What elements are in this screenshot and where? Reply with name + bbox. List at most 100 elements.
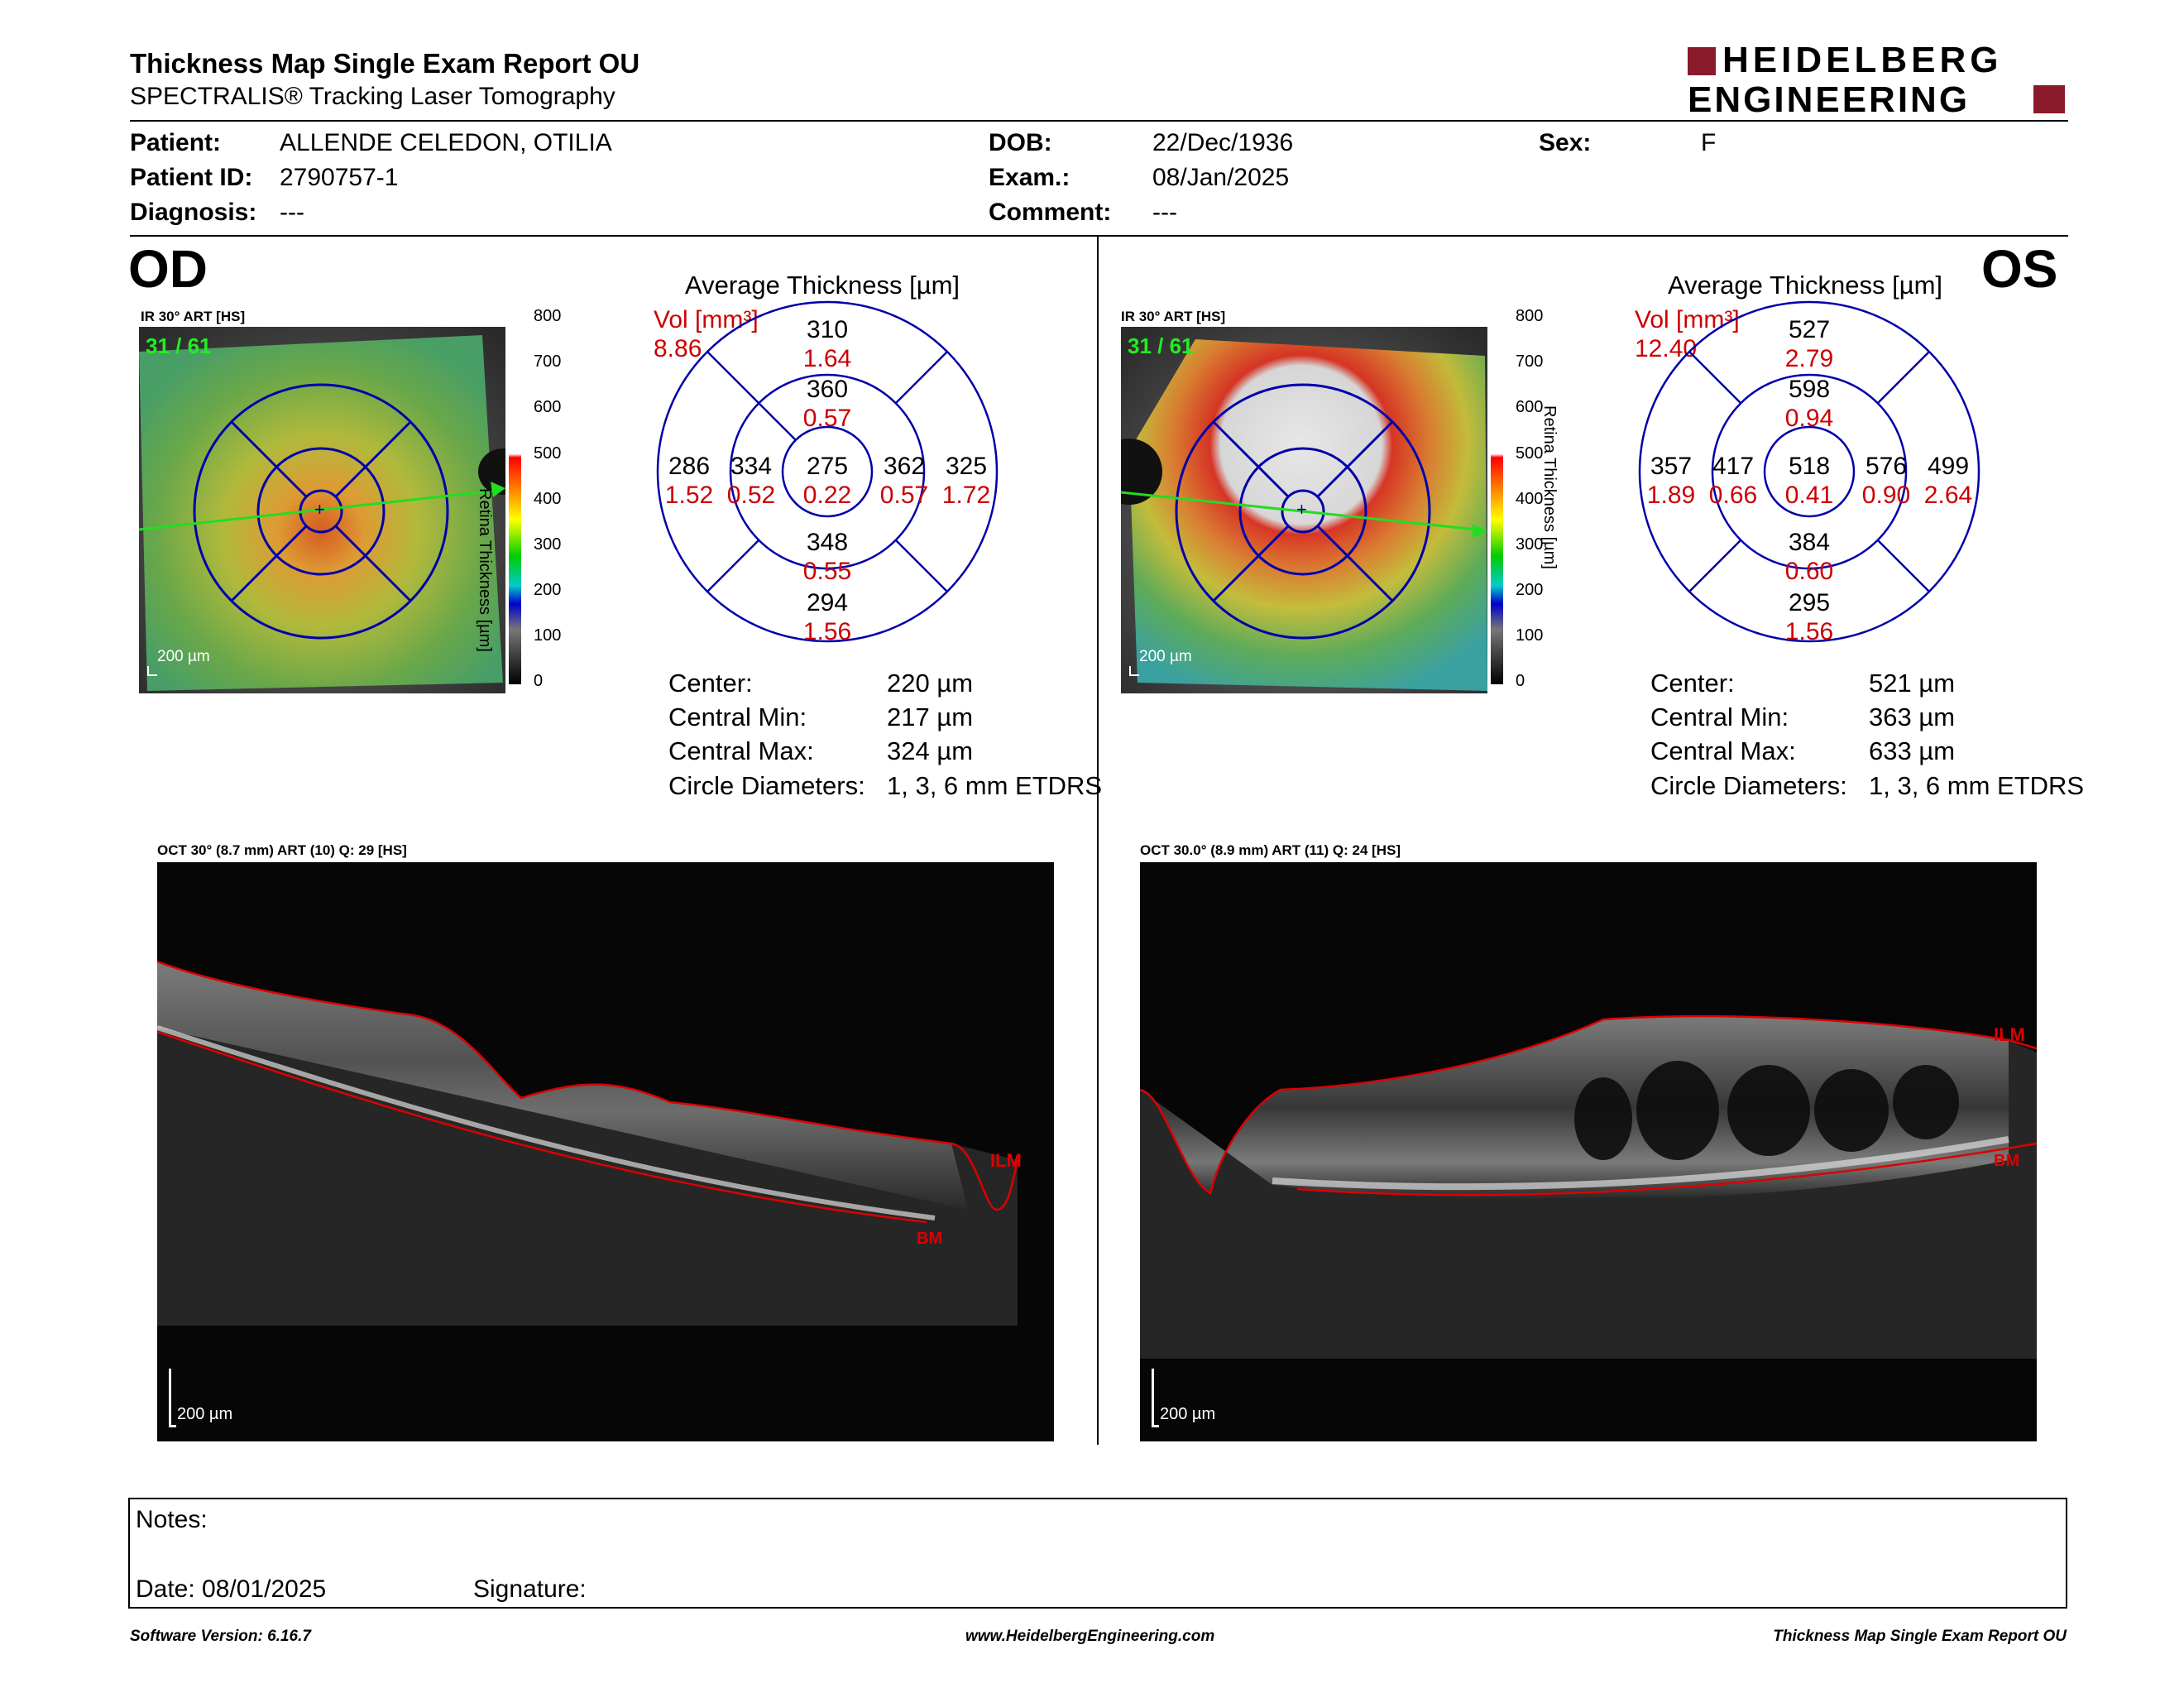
logo-line-1: HEIDELBERG bbox=[1722, 40, 2003, 80]
diagnosis-label: Diagnosis: bbox=[130, 199, 257, 226]
od-oct-scale-bar bbox=[169, 1369, 176, 1427]
od-outer-sup-vol: 1.64 bbox=[803, 345, 851, 372]
od-circle-label: Circle Diameters: bbox=[668, 771, 865, 800]
os-vol-value: 12.40 bbox=[1635, 335, 1698, 362]
os-tick-800: 800 bbox=[1516, 307, 1544, 325]
os-inner-right-thickness: 576 bbox=[1866, 453, 1907, 480]
od-inner-sup-thickness: 360 bbox=[807, 376, 848, 403]
od-inner-inf-thickness: 348 bbox=[807, 529, 848, 556]
svg-text:+: + bbox=[314, 499, 325, 520]
os-center-label: Center: bbox=[1650, 669, 1735, 698]
report-subtitle: SPECTRALIS® Tracking Laser Tomography bbox=[130, 83, 615, 110]
comment-label: Comment: bbox=[989, 199, 1112, 226]
od-outer-sup-thickness: 310 bbox=[807, 316, 848, 343]
date-label: Date: 08/01/2025 bbox=[136, 1575, 327, 1603]
od-tick-800: 800 bbox=[534, 307, 562, 325]
od-fundus-scale-bar bbox=[147, 666, 157, 676]
footer-report-name: Thickness Map Single Exam Report OU bbox=[1773, 1628, 2067, 1645]
os-inner-sup-vol: 0.94 bbox=[1785, 405, 1833, 432]
os-vol-label: Vol [mm³] bbox=[1635, 306, 1740, 333]
od-fundus-svg: + bbox=[139, 327, 505, 693]
os-min-label: Central Min: bbox=[1650, 703, 1789, 731]
diagnosis-value: --- bbox=[280, 199, 304, 226]
od-outer-left-vol: 1.52 bbox=[665, 482, 713, 509]
footer-software-version: Software Version: 6.16.7 bbox=[130, 1628, 311, 1645]
os-inner-left-thickness: 417 bbox=[1712, 453, 1754, 480]
od-oct-scan: ILM BM 200 µm bbox=[157, 862, 1054, 1441]
od-inner-right-vol: 0.57 bbox=[880, 482, 928, 509]
report-title: Thickness Map Single Exam Report OU bbox=[130, 48, 640, 79]
od-max-value: 324 µm bbox=[887, 736, 974, 765]
os-ir-label: IR 30° ART [HS] bbox=[1121, 309, 1226, 324]
od-tick-200: 200 bbox=[534, 581, 562, 599]
os-fundus-svg: + bbox=[1121, 327, 1487, 693]
comment-value: --- bbox=[1152, 199, 1177, 226]
od-inner-inf-vol: 0.55 bbox=[803, 558, 851, 585]
os-inner-inf-thickness: 384 bbox=[1789, 529, 1830, 556]
od-outer-left-thickness: 286 bbox=[668, 453, 710, 480]
os-tick-0: 0 bbox=[1516, 672, 1525, 690]
os-outer-inf-vol: 1.56 bbox=[1785, 618, 1833, 645]
os-outer-inf-thickness: 295 bbox=[1789, 589, 1830, 616]
od-tick-500: 500 bbox=[534, 444, 562, 463]
os-tick-200: 200 bbox=[1516, 581, 1544, 599]
os-max-value: 633 µm bbox=[1869, 736, 1956, 765]
os-eye-label: OS bbox=[1981, 239, 2058, 299]
sex-value: F bbox=[1701, 129, 1717, 156]
exam-value: 08/Jan/2025 bbox=[1152, 164, 1290, 191]
os-outer-left-thickness: 357 bbox=[1650, 453, 1692, 480]
od-tick-600: 600 bbox=[534, 398, 562, 416]
dob-label: DOB: bbox=[989, 129, 1052, 156]
info-divider bbox=[130, 235, 2068, 237]
os-tick-700: 700 bbox=[1516, 352, 1544, 371]
od-min-value: 217 µm bbox=[887, 703, 974, 731]
os-fundus-scale: 200 µm bbox=[1139, 648, 1192, 665]
od-art-count: 31 / 61 bbox=[146, 333, 212, 358]
od-etdrs-grid: 310 1.64 360 0.57 275 0.22 286 1.52 334 … bbox=[656, 300, 999, 645]
od-tick-700: 700 bbox=[534, 352, 562, 371]
od-tick-400: 400 bbox=[534, 490, 562, 508]
os-bm-label: BM bbox=[1994, 1152, 2020, 1170]
signature-label: Signature: bbox=[473, 1575, 587, 1603]
od-outer-inf-vol: 1.56 bbox=[803, 618, 851, 645]
os-inner-right-vol: 0.90 bbox=[1862, 482, 1910, 509]
od-inner-left-thickness: 334 bbox=[730, 453, 772, 480]
od-colorbar-title: Retina Thickness [µm] bbox=[476, 488, 494, 652]
os-outer-sup-vol: 2.79 bbox=[1785, 345, 1833, 372]
od-ilm-label: ILM bbox=[990, 1150, 1022, 1171]
sex-label: Sex: bbox=[1539, 129, 1592, 156]
od-colorbar bbox=[509, 319, 534, 684]
od-inner-left-vol: 0.52 bbox=[727, 482, 775, 509]
logo-line-2: ENGINEERING bbox=[1688, 79, 1971, 120]
footer-website[interactable]: www.HeidelbergEngineering.com bbox=[965, 1628, 1215, 1645]
os-oct-label: OCT 30.0° (8.9 mm) ART (11) Q: 24 [HS] bbox=[1140, 842, 1401, 858]
od-inner-sup-vol: 0.57 bbox=[803, 405, 851, 432]
od-oct-scale: 200 µm bbox=[177, 1405, 233, 1423]
od-fundus-image: + 31 / 61 200 µm bbox=[139, 327, 505, 693]
od-tick-300: 300 bbox=[534, 535, 562, 554]
os-outer-right-thickness: 499 bbox=[1928, 453, 1969, 480]
os-oct-scale: 200 µm bbox=[1160, 1405, 1216, 1423]
dob-value: 22/Dec/1936 bbox=[1152, 129, 1294, 156]
od-outer-right-thickness: 325 bbox=[946, 453, 987, 480]
exam-label: Exam.: bbox=[989, 164, 1070, 191]
patient-id: 2790757-1 bbox=[280, 164, 399, 191]
header-divider bbox=[130, 120, 2068, 122]
os-outer-sup-thickness: 527 bbox=[1789, 316, 1830, 343]
os-inner-sup-thickness: 598 bbox=[1789, 376, 1830, 403]
os-colorbar-gradient bbox=[1491, 319, 1503, 684]
os-outer-right-vol: 2.64 bbox=[1924, 482, 1972, 509]
notes-label: Notes: bbox=[136, 1506, 208, 1533]
patient-label: Patient: bbox=[130, 129, 222, 156]
od-bm-label: BM bbox=[917, 1230, 943, 1248]
os-inner-left-vol: 0.66 bbox=[1709, 482, 1757, 509]
os-max-label: Central Max: bbox=[1650, 736, 1796, 765]
os-tick-500: 500 bbox=[1516, 444, 1544, 463]
od-fundus-scale: 200 µm bbox=[157, 648, 210, 665]
od-max-label: Central Max: bbox=[668, 736, 814, 765]
notes-box[interactable]: Notes: Date: 08/01/2025 Signature: bbox=[128, 1498, 2067, 1609]
od-center-value: 220 µm bbox=[887, 669, 974, 698]
od-circle-value: 1, 3, 6 mm ETDRS bbox=[887, 771, 1103, 800]
os-oct-scan: ILM BM 200 µm bbox=[1140, 862, 2037, 1441]
od-oct-label: OCT 30° (8.7 mm) ART (10) Q: 29 [HS] bbox=[157, 842, 407, 858]
